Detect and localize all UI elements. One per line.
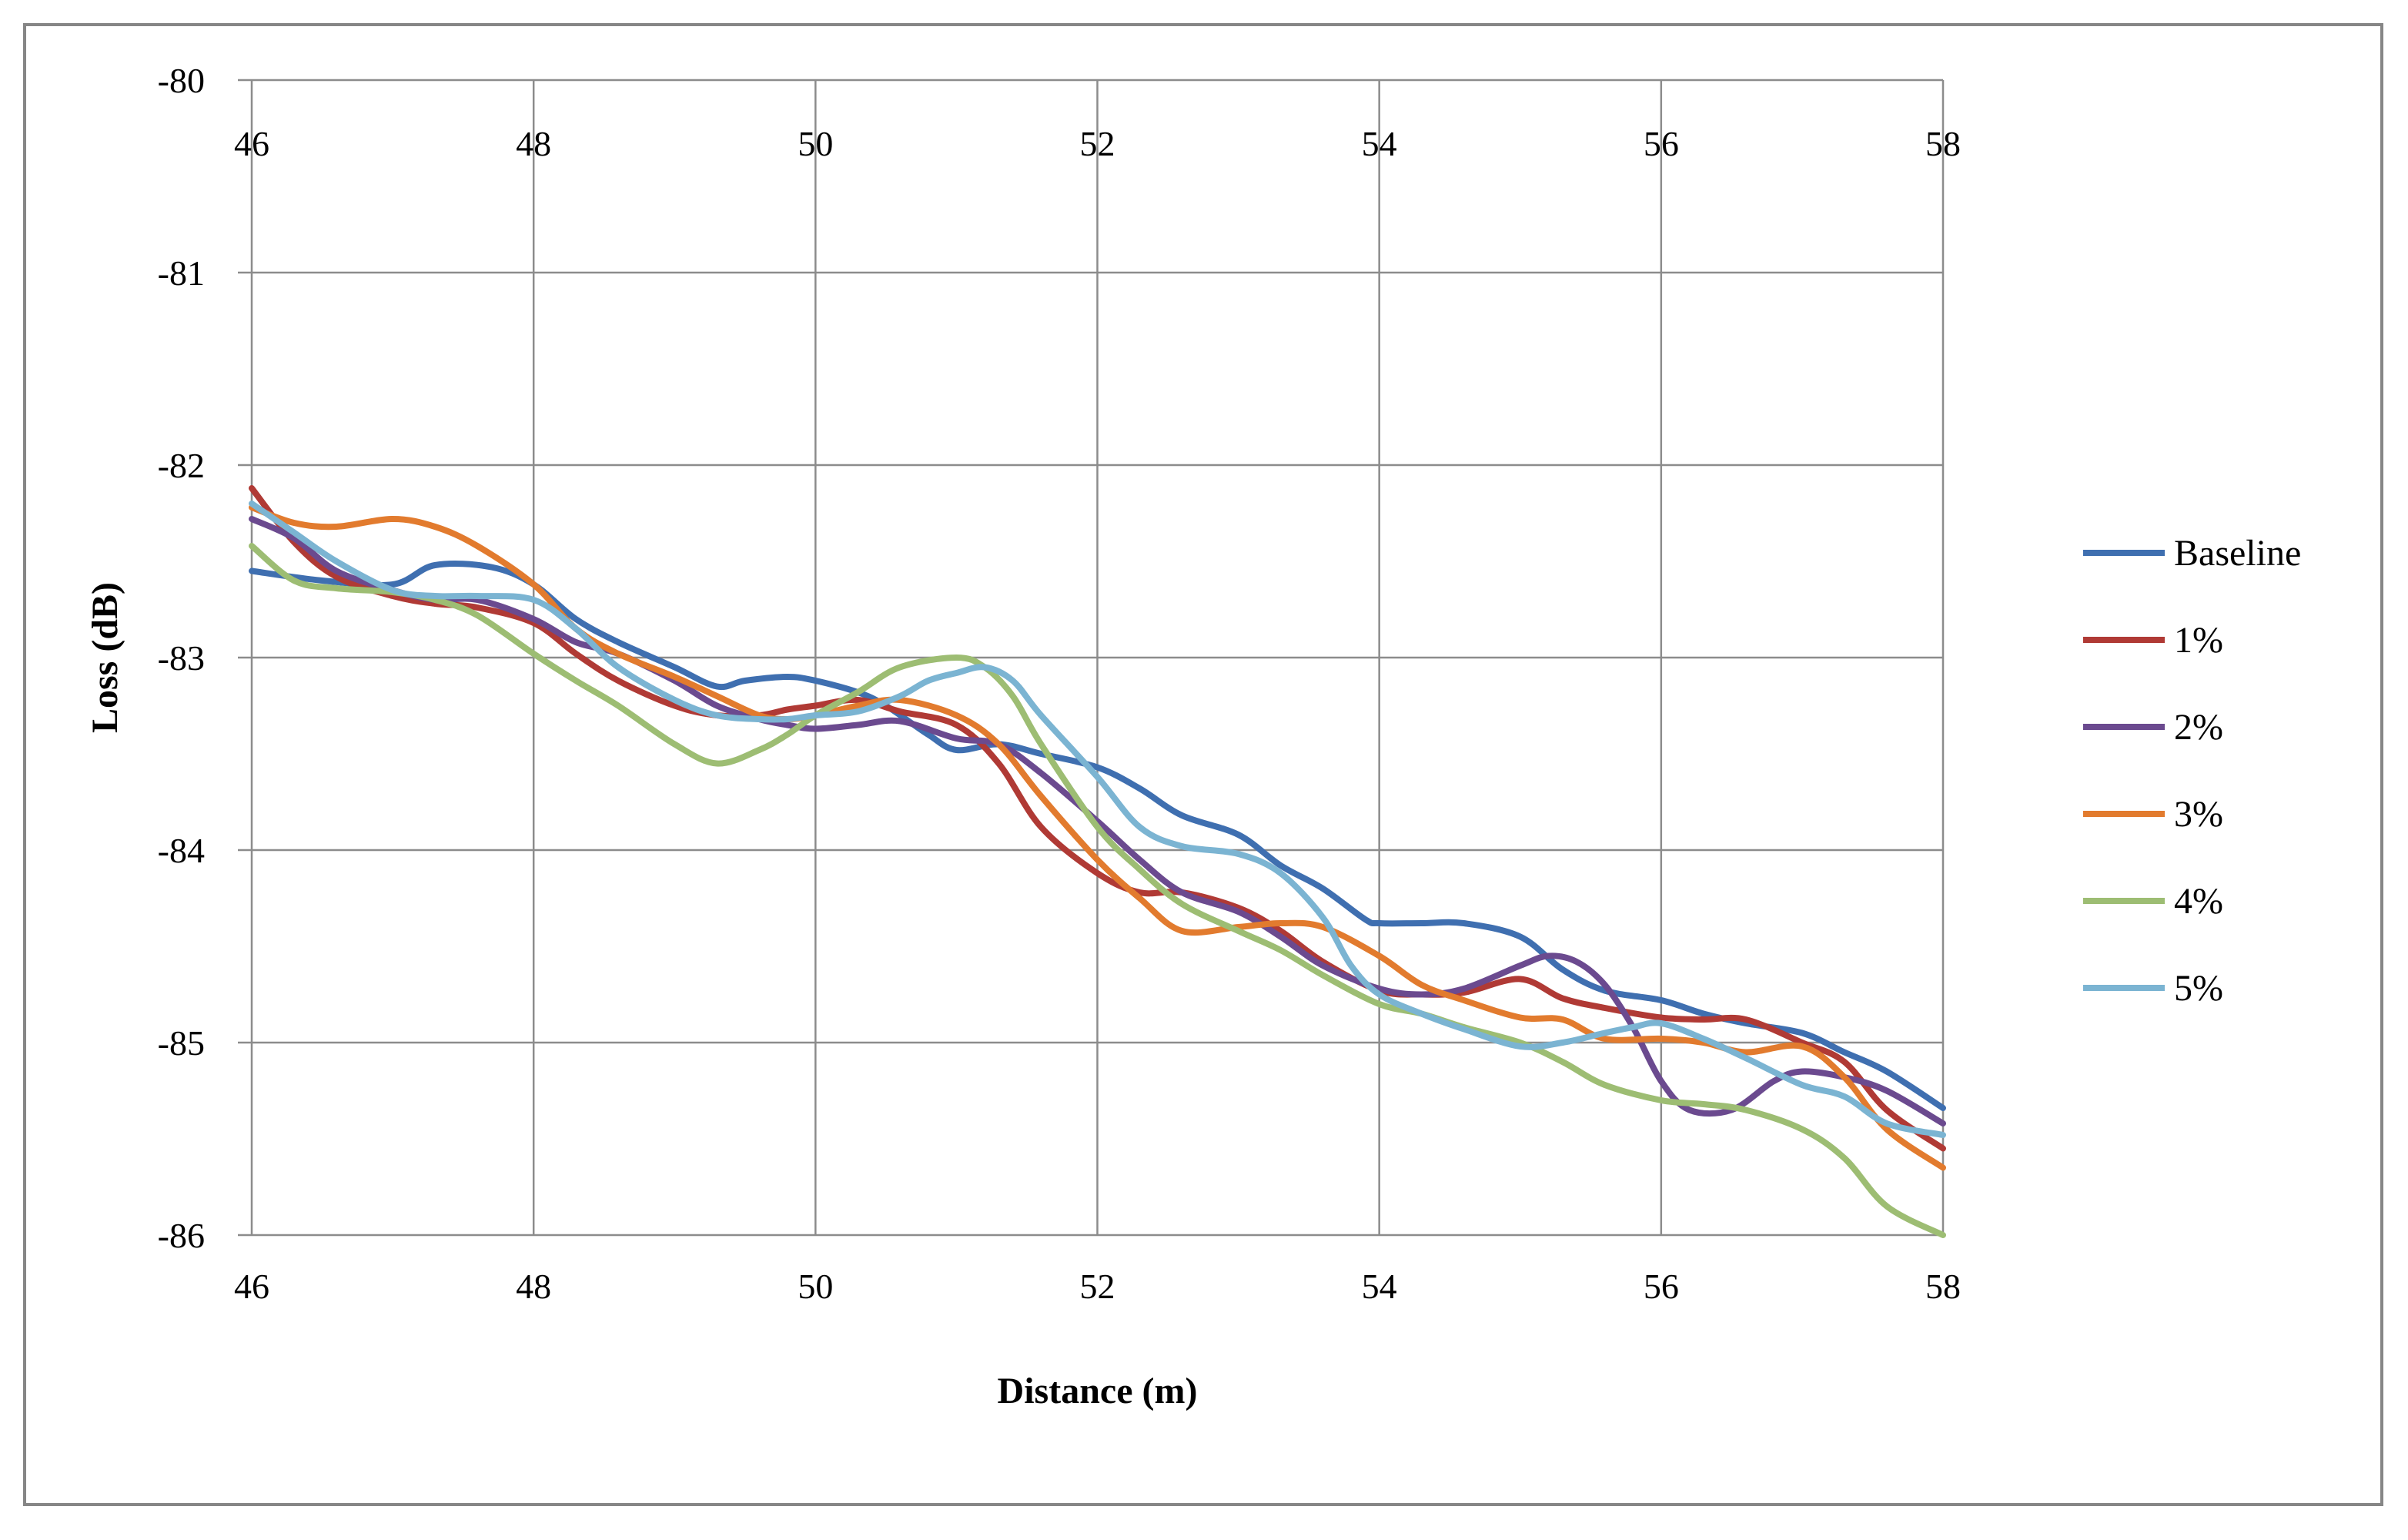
- legend-label: 3%: [2174, 794, 2223, 835]
- top-x-tick-label: 56: [1644, 124, 1679, 163]
- bottom-x-tick-label: 48: [516, 1267, 551, 1306]
- grid-layer: [238, 79, 1945, 1237]
- series-line-5: [249, 500, 1946, 1138]
- y-tick-labels: -80 -81 -82 -83 -84 -85 -86: [158, 61, 205, 1255]
- series-layer: [249, 485, 1946, 1238]
- top-x-tick-label: 50: [798, 124, 833, 163]
- bottom-x-tick-label: 50: [798, 1267, 833, 1306]
- bottom-x-tick-label: 52: [1080, 1267, 1115, 1306]
- top-x-tick-label: 48: [516, 124, 551, 163]
- legend-label: 5%: [2174, 968, 2223, 1009]
- legend-label: 2%: [2174, 707, 2223, 748]
- top-x-tick-labels: 46 48 50 52 54 56 58: [234, 124, 1961, 163]
- y-tick-label: -82: [158, 446, 205, 485]
- legend-label: 1%: [2174, 620, 2223, 661]
- bottom-x-tick-label: 46: [234, 1267, 269, 1306]
- legend-label: 4%: [2174, 881, 2223, 922]
- bottom-x-tick-labels: 46 48 50 52 54 56 58: [234, 1267, 1961, 1306]
- x-axis-title: Distance (m): [998, 1371, 1198, 1411]
- legend-label: Baseline: [2174, 533, 2301, 574]
- legend: Baseline 1% 2% 3% 4% 5%: [2083, 533, 2301, 1009]
- series-line-4: [249, 543, 1946, 1238]
- bottom-x-tick-label: 58: [1925, 1267, 1961, 1306]
- y-tick-label: -86: [158, 1216, 205, 1255]
- bottom-x-tick-label: 54: [1362, 1267, 1397, 1306]
- y-tick-label: -83: [158, 638, 205, 678]
- bottom-x-tick-label: 56: [1644, 1267, 1679, 1306]
- series-line-0: [249, 561, 1946, 1111]
- top-x-tick-label: 54: [1362, 124, 1397, 163]
- y-axis-title: Loss (dB): [85, 582, 125, 733]
- y-tick-label: -80: [158, 61, 205, 100]
- top-x-tick-label: 58: [1925, 124, 1961, 163]
- top-x-tick-label: 46: [234, 124, 269, 163]
- y-tick-label: -81: [158, 253, 205, 293]
- series-line-1: [249, 485, 1946, 1152]
- chart-frame: 46 48 50 52 54 56 58 46 48 50 52 54 56 58 -80 -81 -82-…: [23, 23, 2383, 1506]
- series-line-2: [249, 516, 1946, 1127]
- top-x-tick-label: 52: [1080, 124, 1115, 163]
- y-tick-label: -84: [158, 831, 205, 870]
- series-line-3: [249, 504, 1946, 1171]
- y-tick-label: -85: [158, 1023, 205, 1063]
- line-chart: 46 48 50 52 54 56 58 46 48 50 52 54 56 58 -80-81-82-…: [85, 61, 2301, 1411]
